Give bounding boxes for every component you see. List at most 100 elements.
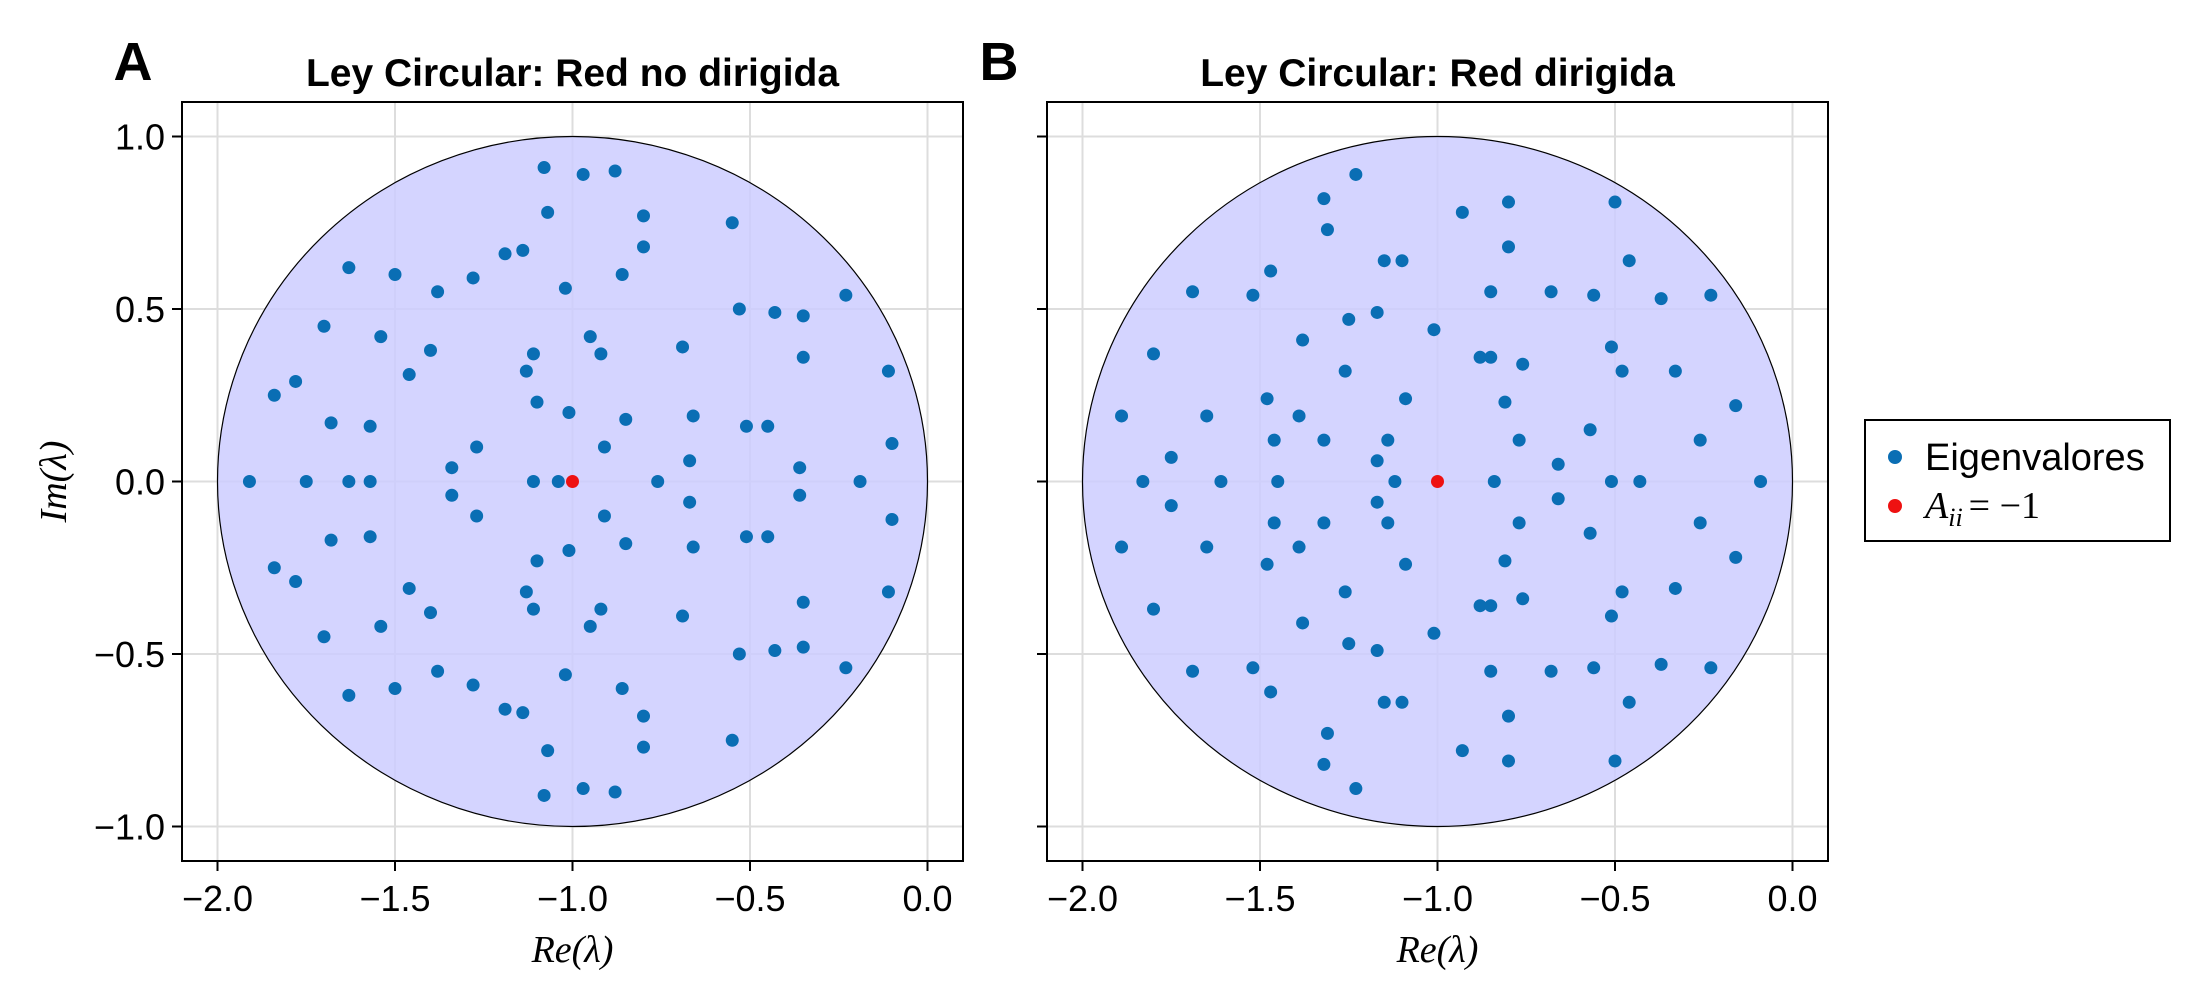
eigenvalue-point: [683, 495, 697, 509]
eigenvalue-point: [576, 782, 590, 796]
eigenvalue-point: [1164, 499, 1178, 513]
eigenvalue-point: [1317, 192, 1331, 206]
eigenvalue-point: [1164, 450, 1178, 464]
eigenvalue-point: [1246, 661, 1260, 675]
eigenvalue-point: [1317, 516, 1331, 530]
eigenvalue-point: [683, 454, 697, 468]
eigenvalue-point: [1395, 254, 1409, 268]
eigenvalue-point: [1292, 409, 1306, 423]
eigenvalue-point: [619, 412, 633, 426]
eigenvalue-point: [1136, 475, 1150, 488]
eigenvalue-point: [541, 205, 555, 219]
eigenvalue-point: [1186, 285, 1200, 299]
eigenvalue-point: [299, 475, 313, 488]
eigenvalue-point: [1370, 495, 1384, 509]
eigenvalue-point: [374, 619, 388, 633]
eigenvalue-point: [1512, 516, 1526, 530]
eigenvalue-point: [1200, 540, 1214, 554]
eigenvalue-point: [1260, 392, 1274, 406]
eigenvalue-point: [1484, 285, 1498, 299]
legend: Eigenvalores Aii = −1: [1864, 419, 2171, 542]
eigenvalue-point: [1604, 475, 1618, 488]
y-tick-label: 0.5: [115, 289, 165, 330]
eigenvalue-point: [402, 368, 416, 382]
eigenvalue-point: [388, 268, 402, 281]
eigenvalue-point: [1498, 395, 1512, 409]
eigenvalue-point: [1267, 433, 1281, 447]
eigenvalue-point: [853, 475, 867, 488]
eigenvalue-point: [324, 533, 338, 547]
eigenvalue-point: [676, 340, 690, 354]
eigenvalue-point: [342, 475, 356, 488]
eigenvalue-point: [267, 388, 281, 402]
eigenvalue-point: [1622, 254, 1636, 268]
eigenvalue-point: [1587, 288, 1601, 302]
eigenvalue-point: [885, 512, 899, 526]
eigenvalue-point: [1583, 526, 1597, 540]
eigenvalue-point: [1381, 433, 1395, 447]
eigenvalue-point: [796, 640, 810, 654]
x-axis-label: Re(λ): [531, 929, 614, 971]
eigenvalue-point: [768, 644, 782, 658]
eigenvalue-point: [1370, 644, 1384, 658]
eigenvalue-point: [1342, 312, 1356, 326]
eigenvalue-point: [1377, 254, 1391, 268]
eigenvalue-point: [608, 164, 622, 178]
eigenvalue-point: [342, 688, 356, 702]
eigenvalue-point: [1516, 592, 1530, 606]
eigenvalue-point: [551, 475, 565, 488]
eigenvalue-point: [839, 661, 853, 675]
x-tick-label: 0.0: [902, 878, 952, 919]
eigenvalue-point: [583, 330, 597, 344]
eigenvalue-point: [1147, 602, 1160, 616]
eigenvalue-point: [530, 395, 544, 409]
eigenvalue-point: [761, 530, 775, 544]
eigenvalue-point: [519, 585, 533, 599]
x-axis-label: Re(λ): [1396, 929, 1479, 971]
eigenvalue-point: [1342, 637, 1356, 651]
eigenvalue-point: [1246, 288, 1260, 302]
eigenvalue-point: [1214, 475, 1228, 488]
eigenvalue-point: [1320, 223, 1334, 237]
eigenvalue-point: [1622, 695, 1636, 709]
eigenvalue-point: [1498, 554, 1512, 568]
eigenvalue-point: [342, 261, 356, 275]
x-tick-label: −2.0: [1047, 878, 1118, 919]
eigenvalue-point: [1370, 305, 1384, 319]
eigenvalue-point: [793, 488, 807, 502]
eigenvalue-point: [637, 209, 650, 223]
eigenvalue-point: [1633, 475, 1647, 488]
eigenvalue-point: [1399, 557, 1413, 571]
eigenvalue-point: [1704, 288, 1718, 302]
eigenvalue-point: [530, 554, 544, 568]
eigenvalue-point: [1516, 357, 1530, 371]
eigenvalue-point: [1587, 661, 1601, 675]
eigenvalue-point: [562, 544, 576, 557]
eigenvalue-point: [1583, 423, 1597, 437]
diagonal-point: [1431, 475, 1444, 488]
eigenvalue-point: [470, 440, 484, 454]
eigenvalue-point: [1704, 661, 1718, 675]
eigenvalue-point: [1615, 364, 1629, 378]
eigenvalue-point: [615, 682, 629, 695]
eigenvalue-point: [374, 330, 388, 344]
eigenvalue-point: [597, 440, 611, 454]
eigenvalue-point: [267, 561, 281, 575]
eigenvalue-point: [526, 347, 540, 361]
eigenvalue-point: [1487, 475, 1501, 488]
eigenvalue-point: [516, 243, 530, 257]
y-tick-label: −1.0: [94, 807, 165, 848]
eigenvalue-point: [1338, 585, 1352, 599]
eigenvalue-point: [324, 416, 338, 430]
eigenvalue-point: [594, 602, 608, 616]
eigenvalue-point: [839, 288, 853, 302]
eigenvalue-point: [1502, 709, 1515, 723]
eigenvalue-point: [558, 668, 572, 682]
eigenvalue-point: [732, 302, 746, 316]
x-tick-label: −1.5: [359, 878, 430, 919]
eigenvalue-point: [289, 374, 303, 388]
eigenvalue-point: [1399, 392, 1413, 406]
y-tick-label: −0.5: [94, 634, 165, 675]
x-tick-label: −1.0: [1402, 878, 1473, 919]
